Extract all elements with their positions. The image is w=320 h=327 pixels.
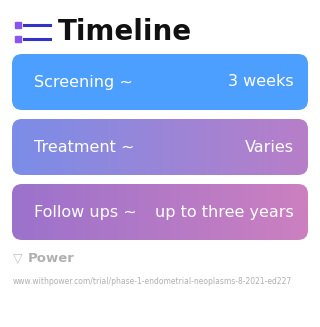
Text: ▽: ▽ [13,252,23,266]
Text: Timeline: Timeline [58,18,192,46]
Text: 3 weeks: 3 weeks [228,75,294,90]
Text: Follow ups ~: Follow ups ~ [34,204,137,219]
Text: Power: Power [28,252,75,266]
Text: up to three years: up to three years [155,204,294,219]
Text: Varies: Varies [245,140,294,154]
Text: Treatment ~: Treatment ~ [34,140,134,154]
Text: Screening ~: Screening ~ [34,75,133,90]
Text: www.withpower.com/trial/phase-1-endometrial-neoplasms-8-2021-ed227: www.withpower.com/trial/phase-1-endometr… [13,278,292,286]
